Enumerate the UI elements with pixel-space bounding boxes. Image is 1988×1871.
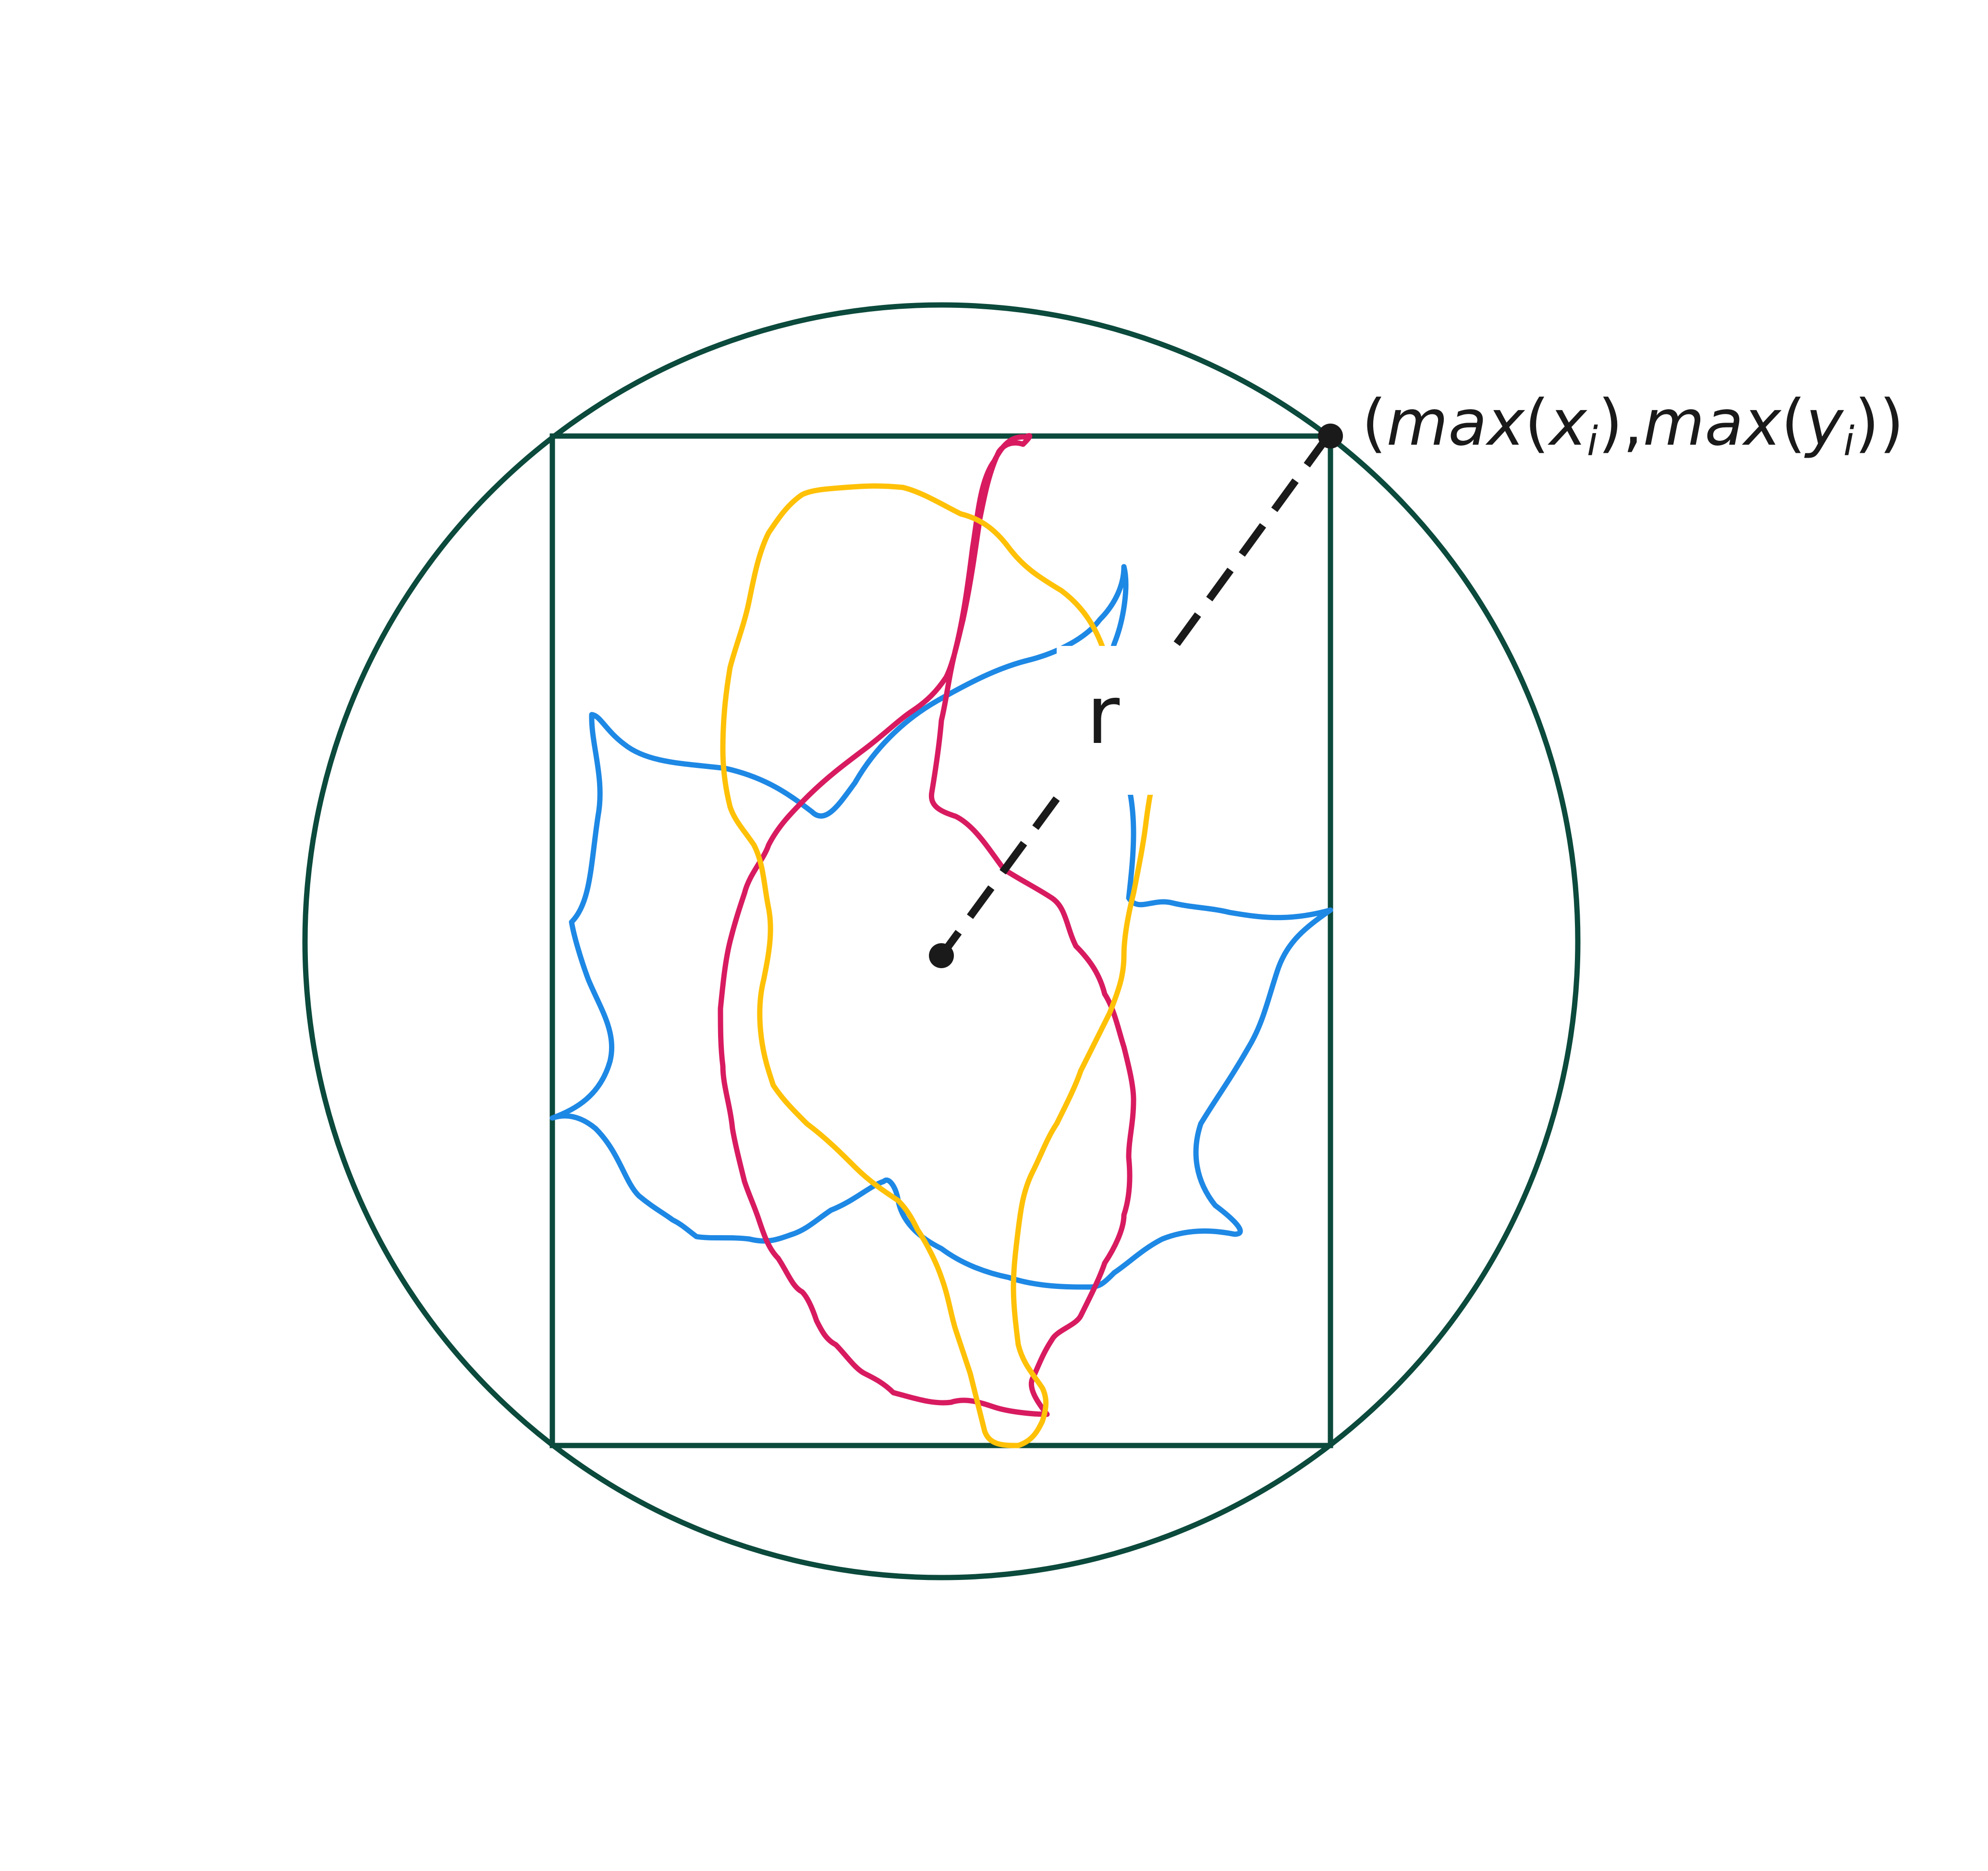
max-y-fn: max (1643, 386, 1781, 460)
corner-point (1318, 424, 1343, 449)
radius-label: r (1086, 668, 1120, 762)
sub-x: i (1586, 418, 1598, 465)
var-x: x (1549, 386, 1587, 460)
max-y-open: ( (1781, 386, 1806, 460)
radius-line-upper (1164, 434, 1331, 659)
radius-line-lower (938, 796, 1060, 958)
max-x-close: ) (1598, 386, 1623, 460)
paren-open: ( (1362, 386, 1387, 460)
center-point (929, 943, 954, 968)
corner-coordinate-label: (max(xi),max(yi)) (1362, 391, 1904, 462)
sub-y: i (1843, 418, 1855, 465)
bounding-box (549, 433, 1333, 1448)
max-x-fn: max (1386, 386, 1525, 460)
label-backdrop (1057, 646, 1172, 795)
var-y: y (1805, 386, 1843, 460)
bounding-circle (302, 302, 1581, 1580)
comma: , (1622, 386, 1643, 460)
paren-close: ) (1879, 386, 1904, 460)
red-contour (718, 433, 1136, 1417)
max-x-open: ( (1525, 386, 1549, 460)
yellow-contour (720, 483, 1156, 1448)
blue-contour (549, 564, 1333, 1290)
max-y-close: ) (1854, 386, 1879, 460)
